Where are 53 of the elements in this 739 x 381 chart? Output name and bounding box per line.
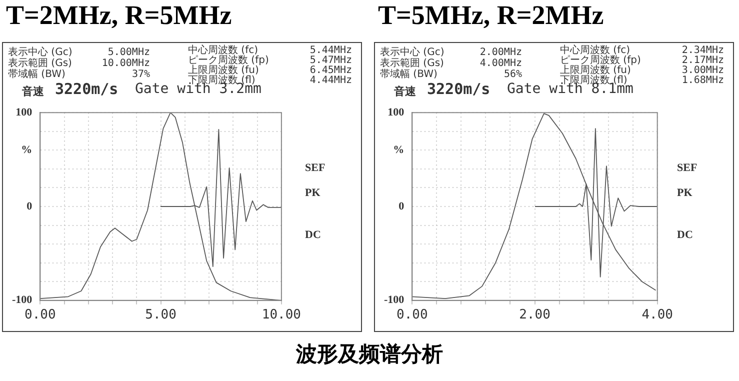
text: 表示範囲 (Gs) (380, 58, 444, 69)
y-tick-label: 0 (26, 200, 33, 212)
text: 上限周波数 (fu) (188, 65, 259, 76)
text: 2.34MHz (682, 45, 724, 56)
text: 5.44MHz (310, 45, 352, 56)
text: 表示中心 (Gc) (380, 47, 444, 58)
x-tick-label: 0.00 (24, 308, 56, 323)
y-tick-label: -100 (12, 294, 33, 306)
text: 5.47MHz (310, 55, 352, 66)
text: 上限周波数 (fu) (560, 65, 631, 76)
text: 4.44MHz (310, 75, 352, 86)
text: 10.00MHz (102, 58, 150, 69)
x-tick-label: 5.00 (145, 308, 176, 323)
text: 音速 (22, 85, 44, 98)
x-tick-label: 2.00 (519, 308, 550, 323)
text: PK (677, 187, 692, 199)
text: SEF (677, 162, 698, 174)
text: 2.00MHz (480, 47, 522, 58)
text: 3220m/s (427, 80, 490, 98)
text: PK (305, 187, 320, 199)
text: 帯域幅 (BW) (380, 69, 438, 80)
text: 6.45MHz (310, 65, 352, 76)
text: ピーク周波数 (fp) (560, 55, 641, 66)
y-tick-label: % (393, 144, 404, 156)
x-tick-label: 10.00 (262, 308, 302, 323)
y-tick-label: -100 (384, 294, 405, 306)
x-tick-label: 4.00 (642, 308, 674, 323)
text: 4.00MHz (480, 58, 522, 69)
text: 表示範囲 (Gs) (8, 58, 72, 69)
y-tick-label: 100 (388, 106, 405, 118)
text: 表示中心 (Gc) (8, 47, 72, 58)
text: 波形及频谱分析 (294, 342, 444, 366)
chart-title: T=2MHz, R=5MHz (6, 0, 232, 31)
text: 5.00MHz (108, 47, 150, 58)
text: 56% (504, 69, 522, 80)
text: DC (677, 229, 693, 241)
y-tick-label: 0 (398, 200, 405, 212)
y-tick-label: 100 (16, 106, 33, 118)
text: 1.68MHz (682, 75, 724, 86)
text: SEF (305, 162, 326, 174)
text: 音速 (394, 85, 416, 98)
text: 帯域幅 (BW) (8, 69, 66, 80)
y-tick-label: % (21, 144, 32, 156)
text: 37% (132, 69, 150, 80)
text: 3220m/s (55, 80, 118, 98)
text: DC (305, 229, 321, 241)
text: 中心周波数 (fc) (560, 45, 630, 56)
text: 2.17MHz (682, 55, 724, 66)
chart-title: T=5MHz, R=2MHz (378, 0, 604, 31)
text: 中心周波数 (fc) (188, 45, 258, 56)
text: 3.00MHz (682, 65, 724, 76)
text: ピーク周波数 (fp) (188, 55, 269, 66)
x-tick-label: 0.00 (396, 308, 428, 323)
